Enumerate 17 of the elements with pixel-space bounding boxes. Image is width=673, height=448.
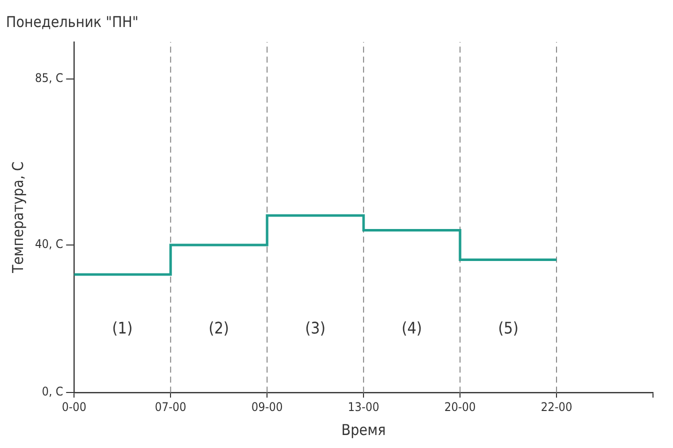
x-tick-label: 07-00 [154,400,186,414]
annotation: (5) [498,318,518,338]
annotation: (1) [112,318,133,338]
x-tick-label: 13-00 [348,400,380,414]
y-axis-title: Температура, С [8,162,27,274]
chart-title: Понедельник "ПН" [6,12,138,31]
x-tick-label: 22-00 [540,400,572,414]
x-tick-label: 09-00 [251,400,283,414]
annotation: (2) [208,318,230,338]
x-tick-label: 20-00 [444,400,476,414]
annotation: (3) [305,318,326,338]
y-tick-label: 0, С [42,384,64,399]
x-tick-label: 0-00 [62,400,87,414]
x-axis-title: Время [341,420,386,439]
y-tick-label: 85, С [34,71,64,86]
y-tick-label: 40, С [34,237,64,252]
annotation: (4) [402,318,422,338]
